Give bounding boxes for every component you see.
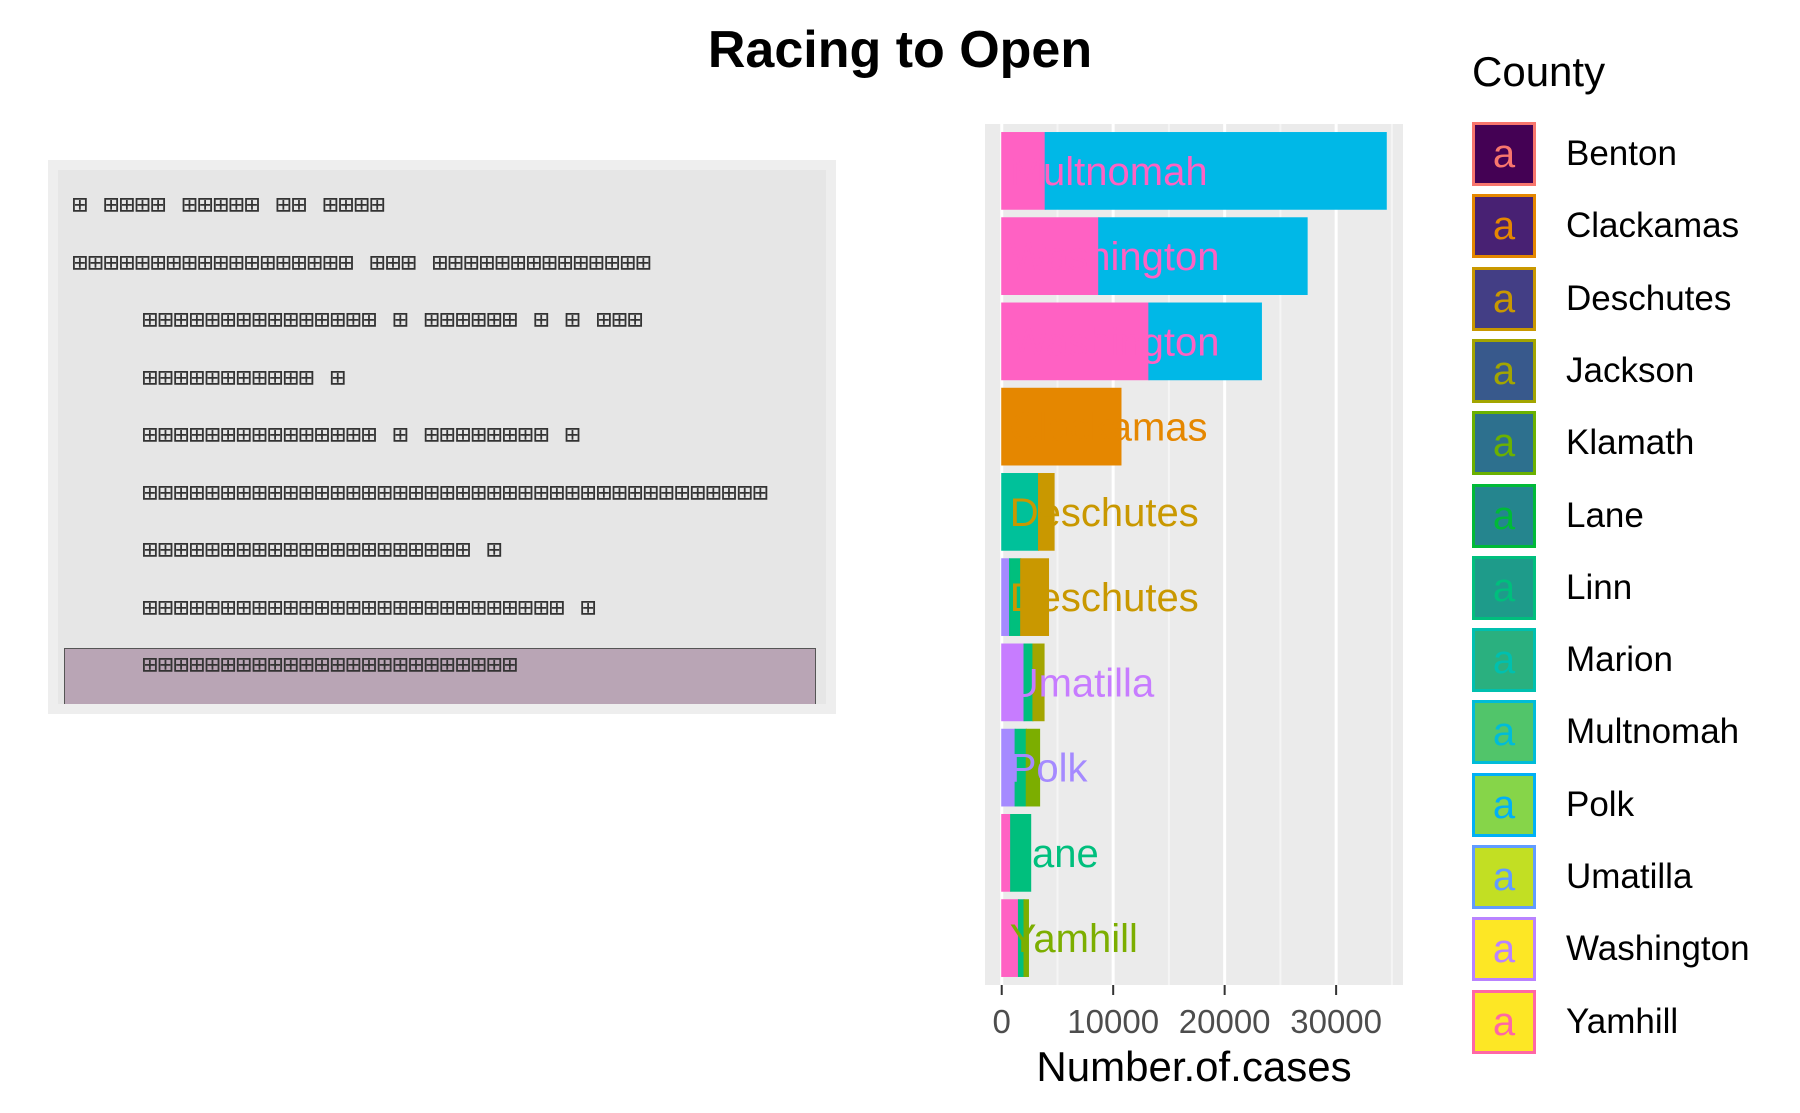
bar-label: Lane [1010, 832, 1099, 876]
legend-key: a [1472, 628, 1536, 693]
code-line: ⊞⊞⊞⊞⊞⊞⊞⊞⊞⊞⊞⊞⊞⊞⊞⊞⊞⊞⊞⊞⊞⊞⊞⊞ [142, 650, 518, 680]
legend-item: a Umatilla [1472, 845, 1792, 909]
bar-label: Umatilla [1010, 661, 1155, 705]
legend-key-letter: a [1492, 638, 1516, 683]
legend-item: a Deschutes [1472, 266, 1792, 331]
bar-segment [1038, 473, 1055, 551]
legend-label: Deschutes [1566, 278, 1732, 318]
legend-item: a Polk [1472, 772, 1792, 837]
legend-item: a Lane [1472, 483, 1792, 548]
code-line: ⊞⊞⊞⊞⊞⊞⊞⊞⊞⊞⊞⊞⊞⊞⊞ ⊞ ⊞⊞⊞⊞⊞⊞⊞⊞ ⊞ [142, 420, 581, 450]
code-line: ⊞⊞⊞⊞⊞⊞⊞⊞⊞⊞⊞ ⊞ [142, 362, 346, 393]
legend-key: a [1472, 989, 1536, 1054]
code-line: ⊞⊞⊞⊞⊞⊞⊞⊞⊞⊞⊞⊞⊞⊞⊞ ⊞ ⊞⊞⊞⊞⊞⊞ ⊞ ⊞ ⊞⊞⊞ [142, 305, 643, 335]
legend-item: a Multnomah [1472, 700, 1792, 765]
legend-key: a [1472, 338, 1536, 403]
bar-label: Washington [1010, 235, 1220, 279]
legend-key: a [1472, 411, 1536, 476]
legend-key: a [1472, 555, 1536, 620]
code-line: ⊞⊞⊞⊞⊞⊞⊞⊞⊞⊞⊞⊞⊞⊞⊞⊞⊞⊞ ⊞⊞⊞ ⊞⊞⊞⊞⊞⊞⊞⊞⊞⊞⊞⊞⊞⊞ [72, 247, 652, 278]
code-panel-inner: ⊞ ⊞⊞⊞⊞ ⊞⊞⊞⊞⊞ ⊞⊞ ⊞⊞⊞⊞ ⊞⊞⊞⊞⊞⊞⊞⊞⊞⊞⊞⊞⊞⊞⊞⊞⊞⊞ ⊞… [58, 170, 826, 704]
legend-key-letter: a [1492, 855, 1516, 899]
legend-label: Klamath [1566, 423, 1695, 463]
code-line: ⊞ ⊞⊞⊞⊞ ⊞⊞⊞⊞⊞ ⊞⊞ ⊞⊞⊞⊞ [72, 190, 386, 220]
legend-key-letter: a [1492, 927, 1516, 972]
code-line: ⊞⊞⊞⊞⊞⊞⊞⊞⊞⊞⊞⊞⊞⊞⊞⊞⊞⊞⊞⊞⊞⊞⊞⊞⊞⊞⊞⊞⊞⊞⊞⊞⊞⊞⊞⊞⊞⊞⊞⊞ [142, 477, 769, 508]
legend-item: a Marion [1472, 628, 1792, 693]
legend-key-letter: a [1492, 782, 1516, 827]
legend-label: Clackamas [1566, 206, 1740, 246]
legend-item: a Klamath [1472, 411, 1792, 476]
bar-segment [1023, 899, 1029, 977]
code-highlight-line [64, 648, 816, 704]
legend-label: Multnomah [1566, 712, 1740, 752]
bar-label: Yamhill [1010, 917, 1138, 961]
legend-item: a Linn [1472, 555, 1792, 620]
legend-key: a [1472, 194, 1536, 259]
legend-label: Yamhill [1566, 1001, 1679, 1041]
legend-item: a Yamhill [1472, 989, 1792, 1054]
legend-key: a [1472, 266, 1536, 331]
legend-label: Benton [1566, 134, 1677, 173]
x-tick-label: 10000 [1067, 1003, 1159, 1040]
bar-segment [1098, 217, 1308, 295]
legend-key: a [1472, 122, 1536, 186]
legend-key: a [1472, 917, 1536, 982]
legend-key: a [1472, 483, 1536, 548]
legend-label: Polk [1566, 784, 1635, 824]
legend-key-letter: a [1492, 204, 1516, 249]
legend-item: a Jackson [1472, 338, 1792, 403]
x-axis-label: Number.of.cases [1036, 1043, 1351, 1090]
legend-item: a Benton [1472, 122, 1792, 186]
x-tick-label: 20000 [1179, 1003, 1271, 1040]
legend-key-letter: a [1492, 565, 1516, 610]
legend-key: a [1472, 700, 1536, 765]
bar-segment [1025, 728, 1041, 807]
legend-item: a Washington [1472, 917, 1792, 982]
legend-key-letter: a [1492, 710, 1516, 755]
bar-segment [1001, 387, 1122, 466]
bar-segment [1001, 473, 1040, 551]
bar-label: Clackamas [1010, 406, 1208, 450]
code-panel: ⊞ ⊞⊞⊞⊞ ⊞⊞⊞⊞⊞ ⊞⊞ ⊞⊞⊞⊞ ⊞⊞⊞⊞⊞⊞⊞⊞⊞⊞⊞⊞⊞⊞⊞⊞⊞⊞ ⊞… [48, 160, 836, 714]
bar-segment [1148, 302, 1262, 381]
bar-segment [1001, 558, 1011, 636]
legend-title: County [1472, 48, 1606, 95]
legend-label: Washington [1566, 929, 1750, 969]
legend-key: a [1472, 772, 1536, 837]
bar-segment [1001, 302, 1150, 381]
x-tick-label: 0 [993, 1003, 1011, 1040]
legend-key-letter: a [1492, 276, 1516, 321]
legend-label: Lane [1566, 495, 1644, 535]
x-tick-label: 30000 [1290, 1003, 1382, 1040]
bar-segment [1032, 643, 1045, 722]
code-line: ⊞⊞⊞⊞⊞⊞⊞⊞⊞⊞⊞⊞⊞⊞⊞⊞⊞⊞⊞⊞⊞ ⊞ [142, 535, 503, 565]
chart-title: Racing to Open [707, 21, 1093, 79]
legend-label: Marion [1566, 640, 1673, 680]
bar-label: Multnomah [1010, 150, 1208, 194]
legend-label: Umatilla [1566, 857, 1693, 896]
bar-label: Deschutes [1010, 491, 1199, 535]
legend-key-letter: a [1492, 348, 1516, 393]
bar-segment [1010, 814, 1032, 892]
bar-segment [1001, 132, 1046, 210]
legend-key-letter: a [1492, 421, 1516, 466]
bar-label: Washington [1010, 320, 1220, 364]
code-line: ⊞⊞⊞⊞⊞⊞⊞⊞⊞⊞⊞⊞⊞⊞⊞⊞⊞⊞⊞⊞⊞⊞⊞⊞⊞⊞⊞ ⊞ [142, 592, 596, 623]
legend-key-letter: a [1492, 132, 1516, 176]
bar-label: Deschutes [1010, 576, 1199, 620]
bar-segment [1044, 132, 1387, 210]
legend-label: Linn [1566, 567, 1633, 607]
bar-segment [1001, 217, 1100, 295]
legend-key-letter: a [1492, 493, 1516, 538]
legend-item: a Clackamas [1472, 194, 1792, 259]
bar-segment [1020, 558, 1050, 636]
legend-label: Jackson [1566, 350, 1695, 390]
legend-key-letter: a [1492, 999, 1516, 1044]
bar-label: Polk [1010, 747, 1089, 791]
legend-key: a [1472, 845, 1536, 909]
